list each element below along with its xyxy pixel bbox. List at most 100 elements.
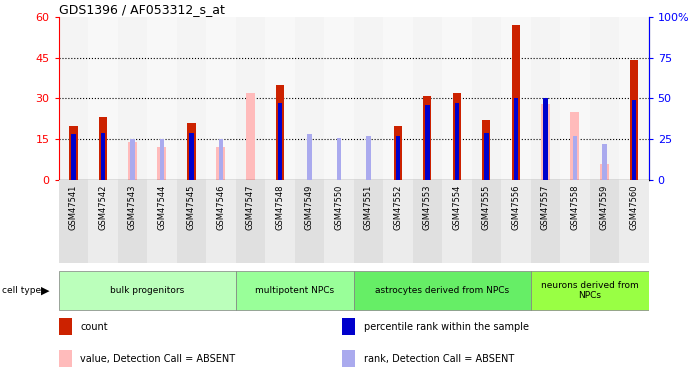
Text: rank, Detection Call = ABSENT: rank, Detection Call = ABSENT xyxy=(364,354,514,364)
Bar xyxy=(395,136,400,180)
Bar xyxy=(295,17,324,180)
Bar xyxy=(276,85,284,180)
Bar xyxy=(589,17,619,180)
Text: GSM47557: GSM47557 xyxy=(541,184,550,230)
Text: GSM47544: GSM47544 xyxy=(157,184,166,230)
Bar xyxy=(324,17,353,180)
Bar xyxy=(59,17,88,180)
Bar xyxy=(631,100,636,180)
Bar xyxy=(531,271,649,310)
Bar xyxy=(619,180,649,262)
Bar xyxy=(128,142,137,180)
Text: GSM47543: GSM47543 xyxy=(128,184,137,230)
Bar xyxy=(265,180,295,262)
Bar xyxy=(219,139,223,180)
Bar xyxy=(246,93,255,180)
Text: GSM47546: GSM47546 xyxy=(217,184,226,230)
Bar xyxy=(442,180,472,262)
Bar xyxy=(235,180,265,262)
Bar xyxy=(482,120,491,180)
Bar xyxy=(619,17,649,180)
Bar xyxy=(235,271,353,310)
Bar xyxy=(307,134,312,180)
Text: GSM47552: GSM47552 xyxy=(393,184,402,230)
Bar xyxy=(206,17,235,180)
Text: GSM47549: GSM47549 xyxy=(305,184,314,230)
Text: GSM47556: GSM47556 xyxy=(511,184,520,230)
Bar xyxy=(189,133,194,180)
Bar xyxy=(353,180,383,262)
Text: bulk progenitors: bulk progenitors xyxy=(110,286,184,295)
Bar xyxy=(501,180,531,262)
Bar xyxy=(413,180,442,262)
Bar xyxy=(630,60,638,180)
Bar xyxy=(147,17,177,180)
Text: GSM47559: GSM47559 xyxy=(600,184,609,230)
Bar xyxy=(117,180,147,262)
Bar xyxy=(472,17,501,180)
Text: GSM47555: GSM47555 xyxy=(482,184,491,230)
Bar xyxy=(59,180,88,262)
Text: cell type: cell type xyxy=(2,286,41,295)
Text: multipotent NPCs: multipotent NPCs xyxy=(255,286,334,295)
Text: GSM47551: GSM47551 xyxy=(364,184,373,230)
Bar xyxy=(366,136,371,180)
Text: GSM47545: GSM47545 xyxy=(187,184,196,230)
Bar xyxy=(394,126,402,180)
Bar xyxy=(541,104,550,180)
Bar xyxy=(455,104,459,180)
Bar xyxy=(560,180,589,262)
Text: GDS1396 / AF053312_s_at: GDS1396 / AF053312_s_at xyxy=(59,3,224,16)
Bar xyxy=(101,133,105,180)
Bar xyxy=(69,126,77,180)
Bar xyxy=(130,139,135,180)
Bar xyxy=(573,136,577,180)
Bar xyxy=(423,96,431,180)
Bar xyxy=(59,271,235,310)
Bar xyxy=(88,180,117,262)
Bar xyxy=(571,112,580,180)
Text: astrocytes derived from NPCs: astrocytes derived from NPCs xyxy=(375,286,509,295)
Bar xyxy=(589,180,619,262)
Text: GSM47550: GSM47550 xyxy=(335,184,344,230)
Text: GSM47542: GSM47542 xyxy=(99,184,108,230)
Bar xyxy=(117,17,147,180)
Bar xyxy=(187,123,195,180)
Bar xyxy=(353,17,383,180)
Bar xyxy=(265,17,295,180)
Bar xyxy=(531,17,560,180)
Bar xyxy=(342,318,355,335)
Text: GSM47548: GSM47548 xyxy=(275,184,284,230)
Bar xyxy=(600,164,609,180)
Bar xyxy=(531,180,560,262)
Bar xyxy=(353,271,531,310)
Bar xyxy=(295,180,324,262)
Bar xyxy=(413,17,442,180)
Bar xyxy=(217,147,226,180)
Bar xyxy=(277,104,282,180)
Text: neurons derived from
NPCs: neurons derived from NPCs xyxy=(541,281,638,300)
Bar xyxy=(88,17,117,180)
Text: count: count xyxy=(81,322,108,332)
Bar xyxy=(206,180,235,262)
Bar xyxy=(602,144,607,180)
Bar xyxy=(543,99,548,180)
Bar xyxy=(501,17,531,180)
Bar xyxy=(472,180,501,262)
Bar xyxy=(59,318,72,335)
Bar xyxy=(395,136,400,180)
Bar xyxy=(512,25,520,180)
Bar xyxy=(453,93,461,180)
Bar xyxy=(157,147,166,180)
Bar xyxy=(383,180,413,262)
Text: GSM47560: GSM47560 xyxy=(629,184,638,230)
Text: GSM47554: GSM47554 xyxy=(453,184,462,230)
Bar xyxy=(383,17,413,180)
Text: value, Detection Call = ABSENT: value, Detection Call = ABSENT xyxy=(81,354,235,364)
Bar xyxy=(177,17,206,180)
Bar xyxy=(177,180,206,262)
Text: percentile rank within the sample: percentile rank within the sample xyxy=(364,322,529,332)
Bar xyxy=(59,350,72,368)
Text: GSM47541: GSM47541 xyxy=(69,184,78,230)
Bar xyxy=(71,134,76,180)
